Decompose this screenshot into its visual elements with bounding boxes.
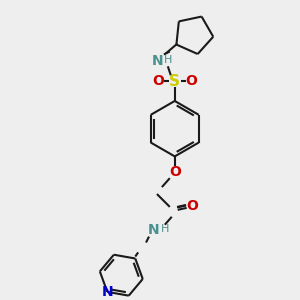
Text: N: N — [152, 54, 164, 68]
Text: O: O — [169, 165, 181, 179]
Text: O: O — [187, 199, 199, 213]
Text: H: H — [161, 224, 169, 234]
Text: O: O — [186, 74, 197, 88]
Text: H: H — [164, 56, 172, 65]
Text: O: O — [152, 74, 164, 88]
Text: S: S — [169, 74, 180, 89]
Text: N: N — [148, 223, 160, 237]
Text: N: N — [101, 285, 113, 299]
